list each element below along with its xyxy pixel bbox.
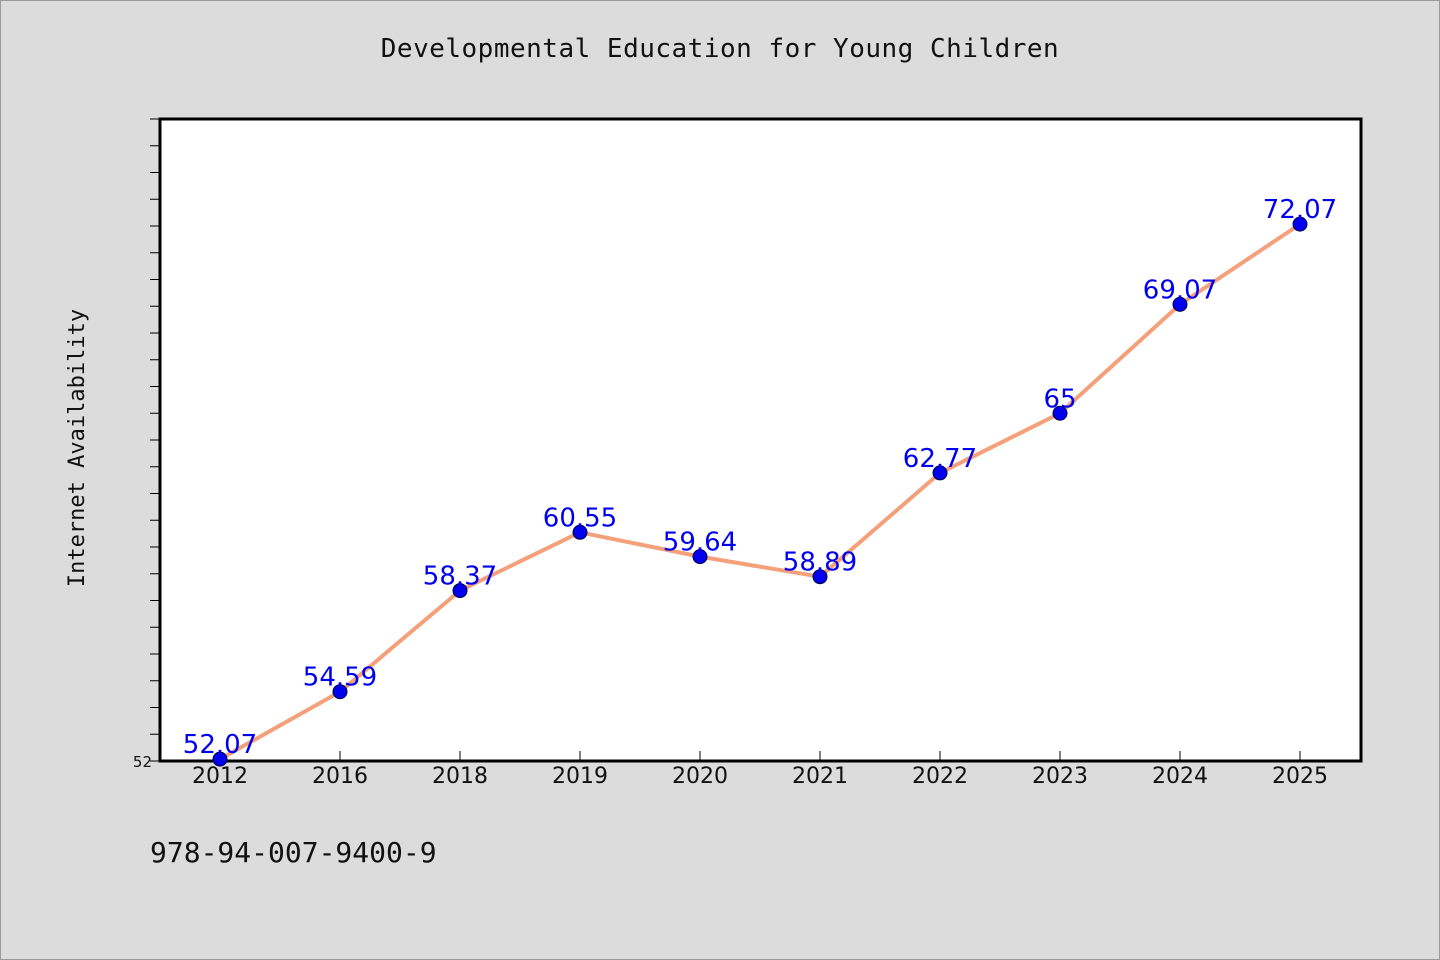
plot-area (158, 117, 1363, 763)
series-markers (212, 216, 1308, 767)
series-line-group (219, 222, 1302, 761)
data-label: 52.07 (183, 730, 257, 760)
data-point (1292, 216, 1308, 232)
data-point (452, 583, 468, 599)
data-point (932, 465, 948, 481)
x-tick-label: 2024 (1152, 764, 1208, 789)
data-labels: 52.07 54.59 58.37 60.55 59.64 58.89 62.77 65 69.… (183, 195, 1337, 760)
data-label: 58.37 (423, 562, 497, 592)
x-tick-label: 2025 (1272, 764, 1328, 789)
chart-title: Developmental Education for Young Childr… (380, 34, 1060, 64)
data-label: 60.55 (543, 503, 617, 533)
x-tick-label: 2021 (792, 764, 848, 789)
x-tick-label: 2023 (1032, 764, 1088, 789)
x-tick-label: 2019 (552, 764, 608, 789)
y-axis-label: Internet Availability (65, 309, 90, 587)
isbn-text: 978-94-007-9400-9 (150, 836, 437, 869)
data-point (332, 684, 348, 700)
data-point (572, 524, 588, 540)
x-tick-label: 2022 (912, 764, 968, 789)
x-tick-label: 2020 (672, 764, 728, 789)
x-tick-label: 2016 (312, 764, 368, 789)
data-label: 59.64 (663, 528, 737, 558)
y-axis-ticks: 52 (133, 118, 160, 771)
data-label: 72.07 (1263, 195, 1337, 225)
data-label: 65 (1043, 384, 1076, 414)
data-point (212, 751, 228, 767)
data-point (812, 569, 828, 585)
data-label: 54.59 (303, 663, 377, 693)
data-point (1172, 296, 1188, 312)
data-label: 69.07 (1143, 275, 1217, 305)
data-point (692, 549, 708, 565)
y-tick-label: 52 (133, 753, 152, 771)
x-tick-label: 2012 (192, 764, 248, 789)
x-tick-label: 2018 (432, 764, 488, 789)
data-point (1052, 405, 1068, 421)
series-line (219, 222, 1302, 761)
data-label: 58.89 (783, 548, 857, 578)
data-label: 62.77 (903, 444, 977, 474)
x-axis-ticks: 2012 2016 2018 2019 2020 2021 2022 2023 2024 2025 (192, 751, 1328, 789)
